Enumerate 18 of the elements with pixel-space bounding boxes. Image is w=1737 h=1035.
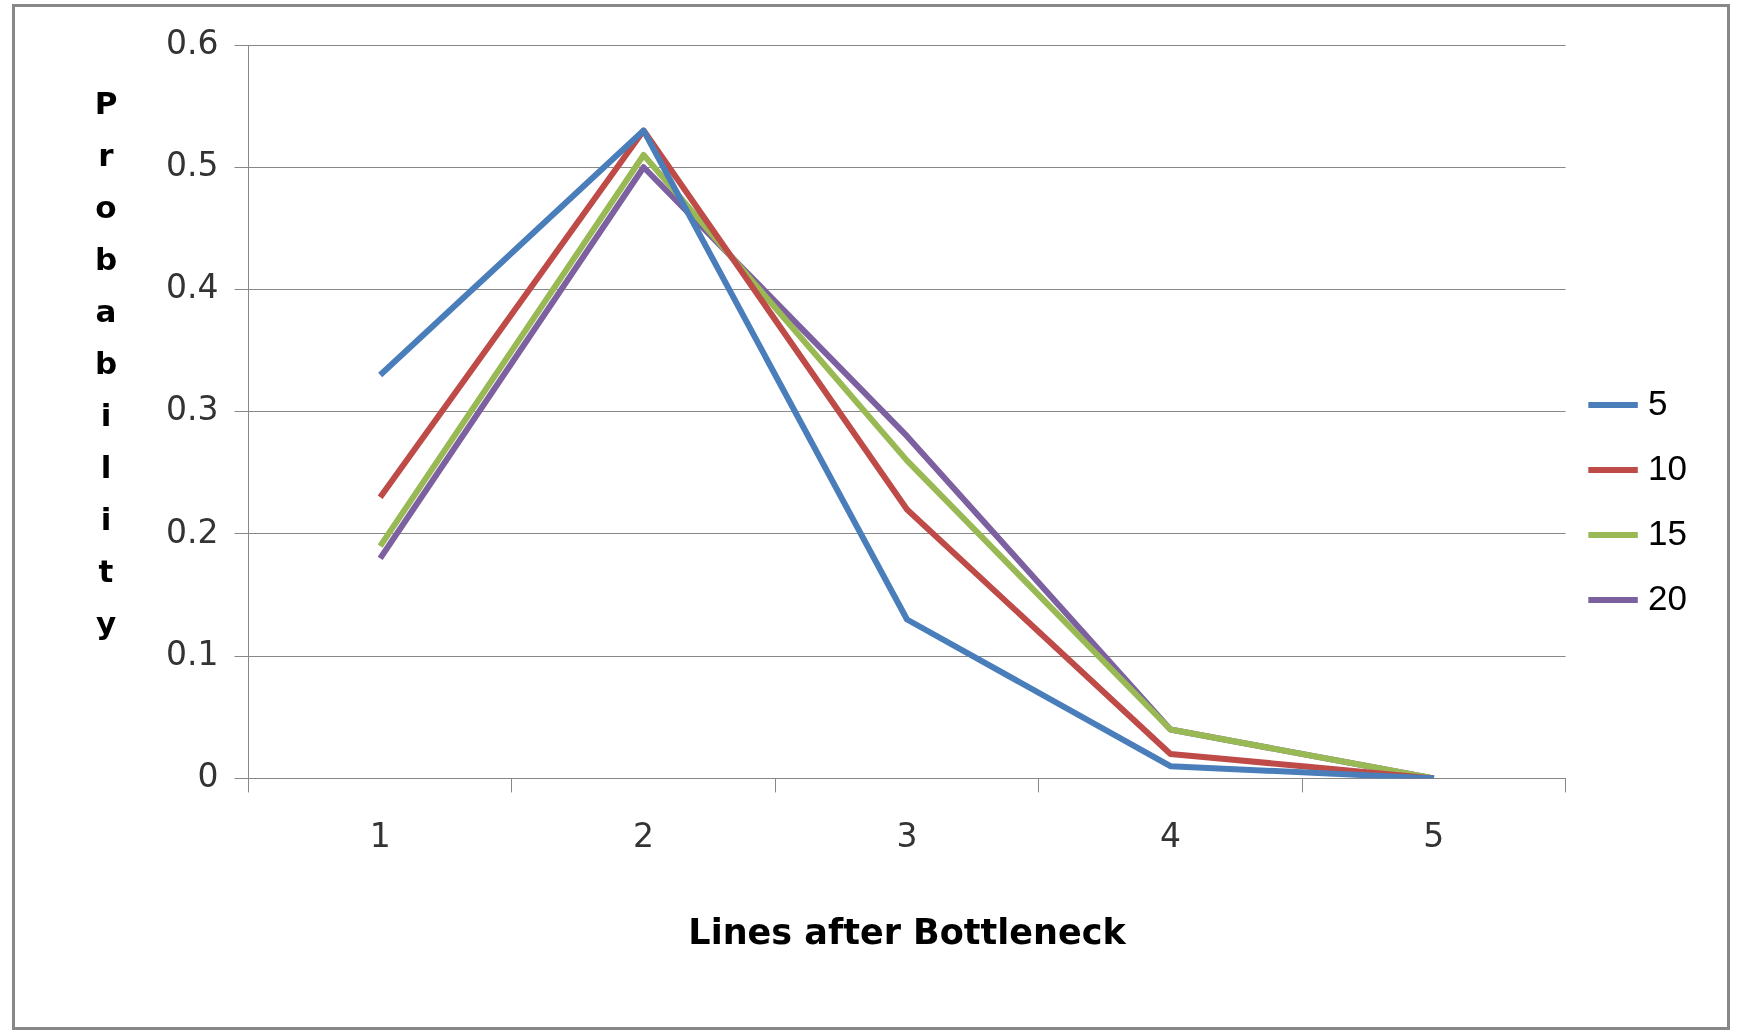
y-tick-label: 0 — [197, 755, 219, 795]
legend-label: 10 — [1648, 447, 1688, 487]
y-tick-label: 0.1 — [166, 633, 219, 673]
x-tick-label: 5 — [1423, 815, 1445, 855]
x-axis-title: Lines after Bottleneck — [688, 912, 1127, 953]
y-axis-title: Probability — [88, 85, 124, 657]
y-tick-label: 0.3 — [166, 389, 219, 429]
legend-label: 20 — [1648, 577, 1688, 617]
x-tick-label: 2 — [633, 815, 655, 855]
legend-label: 15 — [1648, 512, 1688, 552]
y-tick-label: 0.2 — [166, 511, 219, 551]
y-tick-label: 0.4 — [166, 267, 219, 307]
x-tick-label: 3 — [896, 815, 918, 855]
x-tick-label: 4 — [1159, 815, 1181, 855]
legend-label: 5 — [1648, 382, 1668, 422]
y-tick-label: 0.5 — [166, 144, 219, 184]
y-tick-label: 0.6 — [166, 22, 219, 62]
x-tick-label: 1 — [369, 815, 391, 855]
